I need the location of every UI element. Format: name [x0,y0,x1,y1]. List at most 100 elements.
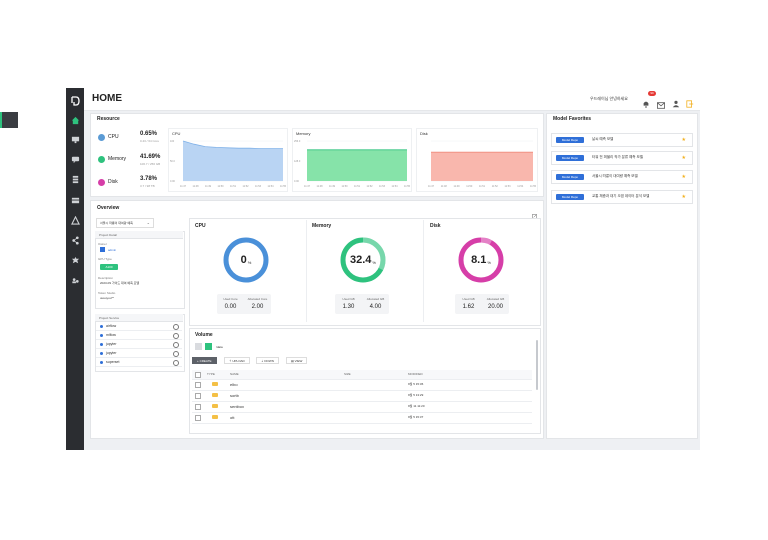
select-all-checkbox[interactable] [195,372,201,378]
create-button[interactable]: + CREATE [192,357,217,364]
file-name[interactable]: elbo [230,382,238,387]
service-item[interactable]: airflow [96,322,182,331]
project-service-label: Project Service [99,316,120,320]
x-tick-label: 11:47 [304,185,311,188]
column-header[interactable]: NAME [230,372,239,376]
expand-icon[interactable] [532,206,537,219]
settings-icon[interactable] [173,342,179,348]
star-icon[interactable]: ★ [681,137,686,143]
row-checkbox[interactable] [195,382,201,388]
logo[interactable] [70,93,80,106]
row-checkbox[interactable] [195,404,201,410]
home-icon[interactable] [70,115,80,125]
table-row[interactable]: elbo 9월 5 15:36 [192,379,532,391]
table-row[interactable]: sentbox 9월 11 11:20 [192,401,532,413]
y-tick-label: 256.0 [294,140,301,143]
chat-icon[interactable] [70,154,80,164]
star-icon[interactable]: ★ [681,194,686,200]
y-tick-label: 100 [170,140,175,143]
service-dot-icon [100,334,103,337]
download-button[interactable]: ⇣ DOWN [256,357,279,364]
row-checkbox[interactable] [195,415,201,421]
disk-dot-icon [98,178,105,186]
list-icon[interactable] [70,174,80,184]
service-item[interactable]: mlflow [96,331,182,340]
logout-icon[interactable] [686,95,694,108]
storage-icon[interactable] [70,195,80,205]
column-header[interactable]: MODIFIED [408,372,423,376]
gauge-unit: % [247,259,252,265]
settings-icon[interactable] [70,255,80,265]
settings-icon[interactable] [173,351,179,357]
monitor-icon[interactable] [70,134,80,144]
resource-label: Disk [108,179,118,185]
star-icon[interactable]: ★ [681,174,686,180]
file-name[interactable]: ott [230,415,235,420]
project-select-value: 서울시 따릉이 대여량 예측 [100,221,133,225]
gauge-title: CPU [195,223,206,229]
favorite-tag-button[interactable]: Model Repo [556,174,584,180]
star-icon[interactable]: ★ [681,155,686,161]
gauge-ring [458,237,504,283]
volume-scrollbar[interactable] [536,340,538,390]
resource-sub: 106.7 / 256 GB [140,162,161,166]
column-header[interactable]: SIZE [344,372,351,376]
service-item[interactable]: superset [96,358,182,367]
favorite-tag-button[interactable]: Model Repo [556,137,584,143]
x-tick-label: 11:48 [441,185,448,188]
chart-plot: 11:47 11:48 11:49 11:50 11:51 11:52 11:53 11:54… [428,140,537,188]
row-checkbox[interactable] [195,393,201,399]
gauge-title: Memory [312,223,332,229]
upload-button[interactable]: ⇡ UPLOAD [224,357,250,364]
settings-icon[interactable] [173,324,179,330]
sidebar-active-bg [0,112,18,128]
favorites-panel [546,113,698,439]
mail-icon[interactable] [657,96,665,109]
gauge-value: 8.1 [471,254,487,266]
x-tick-label: 11:52 [492,185,499,188]
service-name: airflow [106,324,117,328]
stat-label: Allocated GB [366,297,385,301]
settings-icon[interactable] [173,333,179,339]
file-name[interactable]: sortb [230,393,239,398]
file-modified: 9월 5 15:37 [408,415,424,419]
notification-icon[interactable] [642,95,650,108]
volume-home-button[interactable] [195,343,202,350]
share-icon[interactable] [70,235,80,245]
file-modified: 9월 5 15:36 [408,382,424,386]
file-name[interactable]: sentbox [230,404,245,409]
table-row[interactable]: ott 9월 5 15:37 [192,412,532,424]
column-header[interactable]: TYPE [207,372,215,376]
x-tick-label: 11:55 [280,185,287,188]
table-row[interactable]: sortb 9월 5 13:29 [192,390,532,402]
gpu-type-label: GPU Type [98,257,112,261]
x-tick-label: 11:51 [479,185,486,188]
favorite-tag-button[interactable]: Model Repo [556,194,584,200]
gauge-track [223,237,269,283]
service-item[interactable]: jupyter [96,340,182,349]
x-tick-label: 11:55 [530,185,537,188]
view-button[interactable]: ▤ VIEW [286,357,308,364]
settings-icon[interactable] [173,360,179,366]
warning-icon[interactable] [70,215,80,225]
x-tick-label: 11:51 [230,185,237,188]
service-item[interactable]: jupyter [96,349,182,358]
folder-icon [212,393,218,397]
service-dot-icon [100,325,103,328]
disk-history-chart: Disk 11:47 11:48 11:49 11:50 11:51 11:52 11:53… [416,128,538,192]
gauge-fill [340,237,386,283]
favorite-item[interactable]: Model Repo 날씨 예측 모델 ★ [551,133,693,147]
project-select[interactable]: 서울시 따릉이 대여량 예측 ⌄ [96,218,154,228]
x-tick-label: 11:47 [428,185,435,188]
description-label: Description [98,276,114,280]
cpu-stat: Used Core Allocated Core 0.00 2.00 [217,294,271,314]
favorite-item[interactable]: Model Repo 서울시 따릉이 대여량 예측 모델 ★ [551,170,693,184]
y-tick-label: 128.0 [294,160,301,163]
users-icon[interactable] [70,275,80,285]
gauge-value: 32.4 [350,254,372,266]
favorite-item[interactable]: Model Repo 교통 체증과 대기 오염 데이터 분석 모델 ★ [551,190,693,204]
favorite-tag-button[interactable]: Model Repo [556,155,584,161]
token-label: Token Studio [98,291,116,295]
favorite-item[interactable]: Model Repo 타워 전 퍼블리 작가 분류 예측 모델 ★ [551,151,693,165]
user-icon[interactable] [672,95,680,108]
